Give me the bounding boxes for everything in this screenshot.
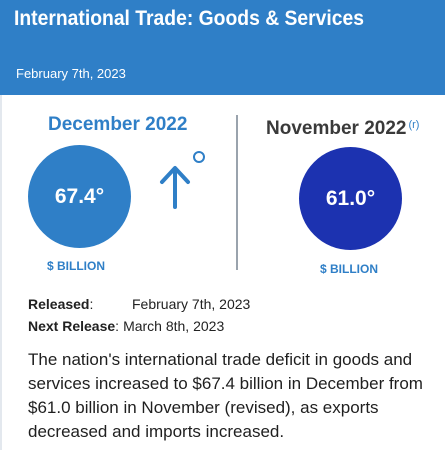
column-divider	[236, 115, 238, 270]
next-release-separator: :	[115, 318, 120, 334]
prior-value-circle: 61.0°	[299, 147, 402, 250]
current-value-circle: 67.4°	[28, 145, 131, 248]
arrow-up-icon	[160, 166, 190, 209]
next-release-value: March 8th, 2023	[123, 318, 225, 334]
current-unit-label: $ BILLION	[47, 259, 106, 273]
released-value: February 7th, 2023	[132, 296, 251, 312]
degree-icon[interactable]	[192, 150, 206, 164]
released-label: Released	[28, 296, 90, 312]
header-date: February 7th, 2023	[16, 66, 126, 81]
next-release-label: Next Release	[28, 318, 116, 334]
more-content-indicator	[28, 444, 58, 450]
next-release-row: Next Release: March 8th, 2023	[28, 318, 224, 334]
prior-value: 61.0°	[325, 186, 376, 210]
released-separator: :	[89, 296, 94, 312]
summary-text: The nation's international trade deficit…	[28, 350, 423, 441]
prior-period-label: November 2022 (r)	[266, 118, 419, 140]
prior-unit-label: $ BILLION	[320, 262, 379, 276]
released-row: Released: February 7th, 2023	[28, 296, 250, 312]
page-title: International Trade: Goods & Services	[14, 7, 365, 30]
current-period-label: December 2022	[48, 114, 188, 135]
revised-marker-link[interactable]: (r)	[408, 119, 420, 131]
page-header: International Trade: Goods & Services Fe…	[0, 0, 445, 95]
current-value: 67.4°	[54, 184, 105, 208]
prior-period-text: November 2022	[266, 118, 407, 139]
